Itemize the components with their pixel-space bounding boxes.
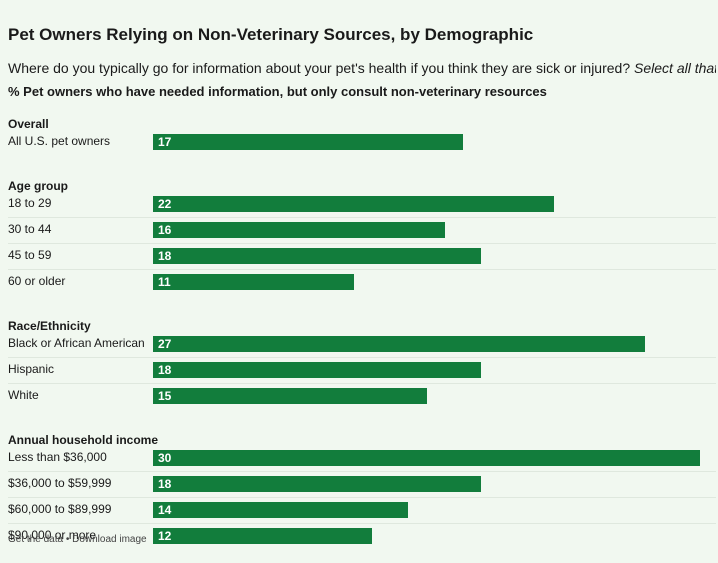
row-divider <box>8 269 716 270</box>
bar-value-label: 18 <box>158 477 172 491</box>
category-label: 45 to 59 <box>8 248 52 262</box>
bar: 27 <box>153 336 646 352</box>
group-label: Race/Ethnicity <box>8 319 91 333</box>
category-label: All U.S. pet owners <box>8 134 111 148</box>
chart-title: Pet Owners Relying on Non-Veterinary Sou… <box>8 25 534 44</box>
subtitle-question: Where do you typically go for informatio… <box>8 60 635 76</box>
row-divider <box>8 217 716 218</box>
bar-value-label: 18 <box>158 363 172 377</box>
bar: 17 <box>153 134 463 150</box>
category-label: 60 or older <box>8 274 66 288</box>
row-divider <box>8 497 716 498</box>
bar: 14 <box>153 502 409 518</box>
row-divider <box>8 523 716 524</box>
bar-value-label: 15 <box>158 389 172 403</box>
row-divider <box>8 471 716 472</box>
category-label: $60,000 to $89,999 <box>8 502 112 516</box>
bar: 18 <box>153 248 482 264</box>
bar: 18 <box>153 476 482 492</box>
bar-value-label: 30 <box>158 451 172 465</box>
download-image-link[interactable]: Download image <box>72 534 147 545</box>
bar: 12 <box>153 528 372 544</box>
category-label: Black or African American <box>8 336 145 350</box>
bar: 18 <box>153 362 482 378</box>
category-label: 18 to 29 <box>8 196 52 210</box>
chart-subtitle: Where do you typically go for informatio… <box>8 60 716 76</box>
get-data-link[interactable]: Get the data <box>8 534 64 545</box>
category-label: $36,000 to $59,999 <box>8 476 112 490</box>
category-label: Less than $36,000 <box>8 450 107 464</box>
bar: 22 <box>153 196 555 212</box>
bar: 11 <box>153 274 354 290</box>
bar-value-label: 14 <box>158 503 172 517</box>
group-label: Annual household income <box>8 433 159 447</box>
group-label: Age group <box>8 179 68 193</box>
bar: 15 <box>153 388 427 404</box>
bar-value-label: 16 <box>158 223 172 237</box>
row-divider <box>8 383 716 384</box>
category-label: $90,000 or more <box>8 528 97 542</box>
category-label: Hispanic <box>8 362 55 376</box>
category-label: 30 to 44 <box>8 222 52 236</box>
bar-value-label: 18 <box>158 249 172 263</box>
footer: Get the data • Download image <box>8 534 147 545</box>
measure-label: % Pet owners who have needed information… <box>8 84 547 99</box>
bar-value-label: 12 <box>158 529 172 543</box>
bar: 30 <box>153 450 700 466</box>
bar: 16 <box>153 222 445 238</box>
bar-value-label: 17 <box>158 135 172 149</box>
bar-value-label: 11 <box>158 275 171 289</box>
row-divider <box>8 357 716 358</box>
group-label: Overall <box>8 117 49 131</box>
footer-separator: • <box>63 534 73 545</box>
category-label: White <box>8 388 39 402</box>
row-divider <box>8 243 716 244</box>
bar-value-label: 27 <box>158 337 172 351</box>
bar-value-label: 22 <box>158 197 172 211</box>
subtitle-instruction: Select all that ap <box>634 60 716 76</box>
